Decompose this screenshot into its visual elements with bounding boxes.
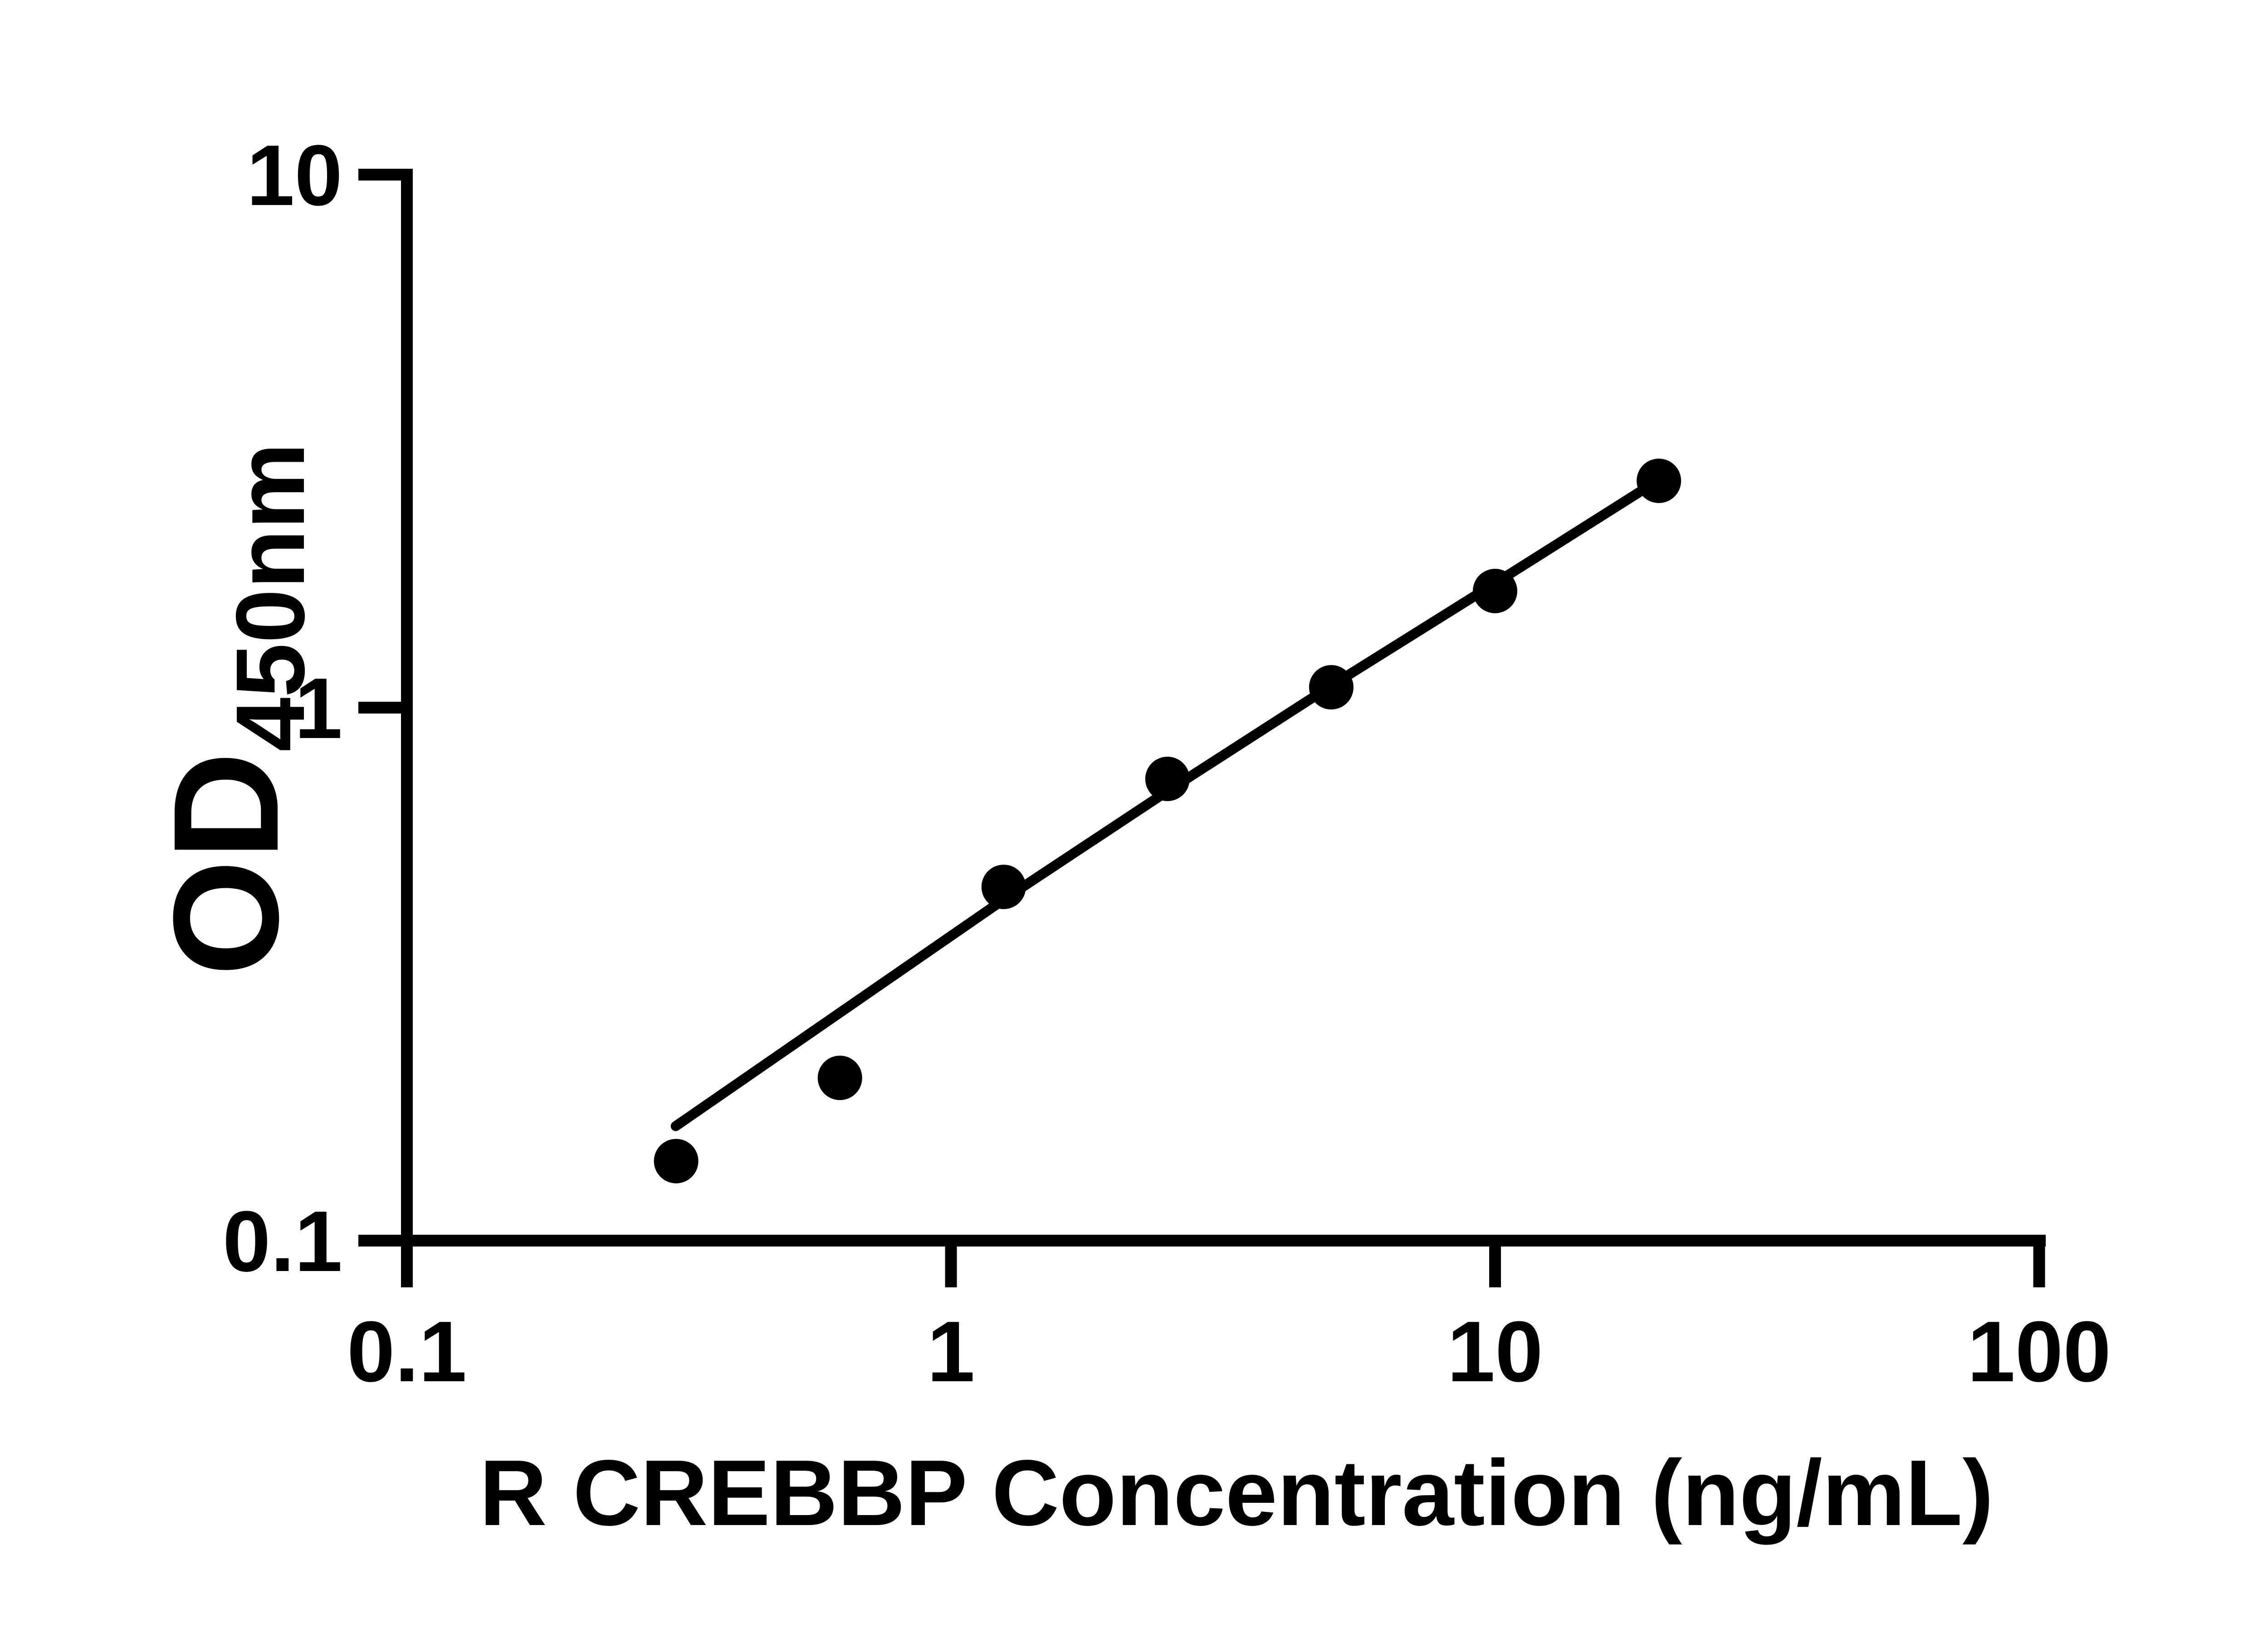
x-ticks (401, 1241, 2045, 1287)
data-point (1145, 757, 1190, 802)
data-points (654, 459, 1681, 1183)
y-tick-label: 10 (247, 127, 342, 224)
data-point (654, 1139, 699, 1183)
x-tick-label: 1 (927, 1304, 975, 1400)
data-point (1637, 459, 1681, 503)
y-axis: 10 1 0.1 (223, 127, 413, 1290)
x-tick-label: 100 (1967, 1304, 2111, 1400)
x-tick-label: 0.1 (347, 1304, 467, 1400)
x-axis: 0.1 1 10 100 (347, 1235, 2111, 1400)
trend-line (670, 476, 1662, 1131)
y-tick-label: 1 (294, 660, 342, 757)
y-tick-label: 0.1 (223, 1193, 342, 1290)
data-point (817, 1056, 862, 1100)
x-tick-label: 10 (1447, 1304, 1543, 1400)
y-tick-labels: 10 1 0.1 (223, 127, 342, 1290)
data-point (981, 865, 1026, 909)
x-axis-title: R CREBBP Concentration (ng/mL) (479, 1441, 1994, 1545)
y-axis-title-subscript: 450nm (215, 443, 325, 752)
x-tick-labels: 0.1 1 10 100 (347, 1304, 2111, 1400)
data-point (1309, 665, 1354, 710)
y-axis-title: OD450nm (142, 443, 325, 976)
data-point (1473, 568, 1517, 613)
y-ticks (358, 169, 407, 1247)
y-axis-title-main: OD (142, 752, 309, 976)
